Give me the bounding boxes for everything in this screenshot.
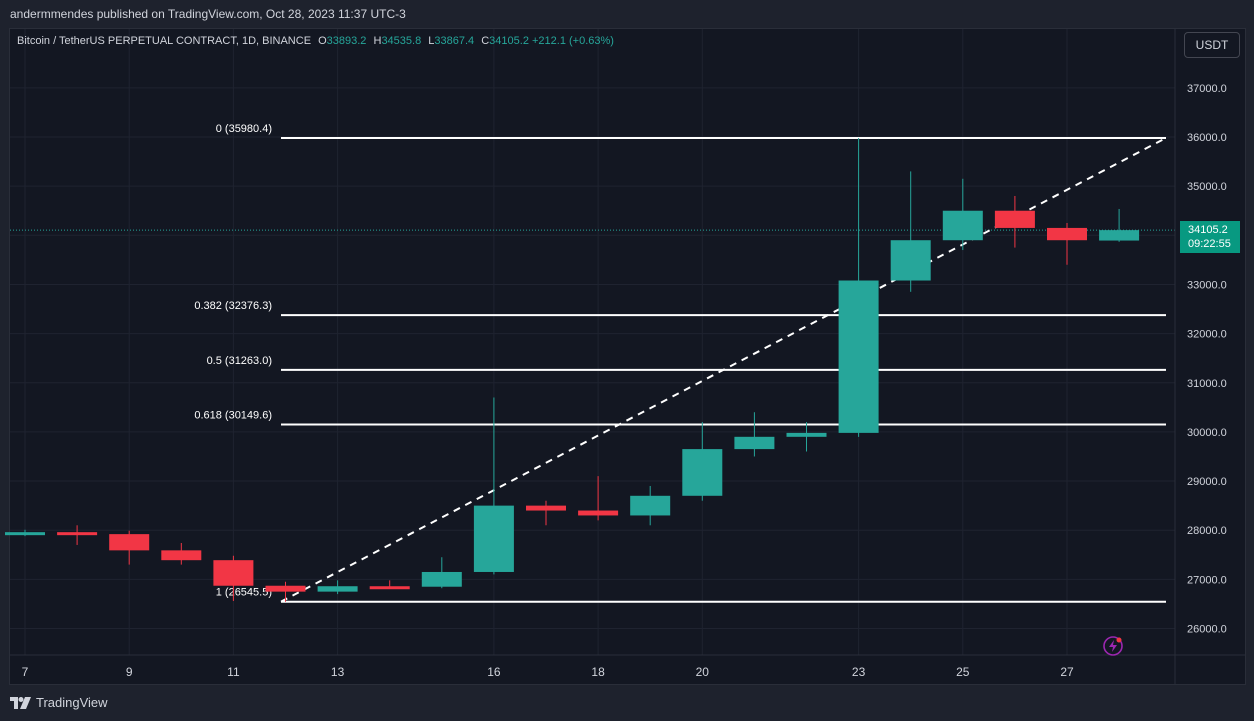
fib-level-label: 0.382 (32376.3) bbox=[194, 300, 272, 312]
x-tick-label: 25 bbox=[956, 665, 970, 679]
candle bbox=[890, 171, 931, 292]
grid-lines bbox=[10, 29, 1175, 655]
candle bbox=[786, 422, 827, 452]
x-tick-label: 9 bbox=[126, 665, 133, 679]
fib-level-label: 0 (35980.4) bbox=[216, 123, 272, 135]
candle bbox=[161, 542, 202, 565]
x-tick-label: 13 bbox=[331, 665, 345, 679]
symbol-info-line[interactable]: Bitcoin / TetherUS PERPETUAL CONTRACT, 1… bbox=[17, 35, 614, 47]
candle bbox=[5, 529, 45, 537]
fib-level-label: 1 (26545.5) bbox=[216, 587, 272, 599]
low-value: 33867.4 bbox=[434, 35, 475, 47]
candle-body bbox=[265, 585, 306, 592]
lightning-alert-icon[interactable] bbox=[1102, 635, 1124, 657]
candle bbox=[265, 581, 306, 602]
close-label: C bbox=[481, 35, 490, 47]
x-tick-label: 20 bbox=[696, 665, 710, 679]
candle-body bbox=[578, 510, 619, 516]
low-label: L bbox=[428, 35, 435, 47]
fib-retracement: 0 (35980.4) 0.382 (32376.3) 0.5 (31263.0) 0… bbox=[194, 123, 1166, 603]
candle-body bbox=[1099, 230, 1140, 241]
candle bbox=[213, 555, 254, 601]
candle-body bbox=[1047, 227, 1087, 241]
candle bbox=[994, 195, 1035, 248]
candle bbox=[1099, 208, 1140, 242]
candle bbox=[734, 412, 775, 457]
last-price-value: 34105.2 bbox=[1188, 224, 1228, 236]
last-price-tag: 34105.2 09:22:55 bbox=[1180, 221, 1240, 253]
open-label: O bbox=[318, 35, 327, 47]
y-tick-label: 27000.0 bbox=[1187, 574, 1227, 586]
y-tick-label: 29000.0 bbox=[1187, 476, 1227, 488]
y-tick-label: 30000.0 bbox=[1187, 427, 1227, 439]
candle bbox=[838, 137, 879, 437]
currency-button[interactable]: USDT bbox=[1184, 32, 1240, 58]
high-label: H bbox=[373, 35, 382, 47]
candle bbox=[942, 178, 983, 251]
candle-body bbox=[890, 240, 931, 281]
y-tick-label: 28000.0 bbox=[1187, 525, 1227, 537]
tradingview-logo-icon bbox=[10, 696, 31, 709]
fib-level-label: 0.5 (31263.0) bbox=[207, 355, 272, 367]
x-tick-label: 11 bbox=[227, 665, 240, 679]
symbol-name[interactable]: Bitcoin / TetherUS PERPETUAL CONTRACT, 1… bbox=[17, 35, 312, 47]
y-tick-label: 36000.0 bbox=[1187, 132, 1227, 144]
candle-countdown: 09:22:55 bbox=[1188, 238, 1231, 250]
candle-body bbox=[630, 495, 671, 516]
publisher-line: andermmendes published on TradingView.co… bbox=[10, 7, 406, 21]
candle bbox=[369, 580, 410, 590]
fib-level-label: 0.618 (30149.6) bbox=[194, 410, 272, 422]
candle bbox=[1047, 223, 1087, 265]
candle bbox=[630, 485, 671, 526]
y-tick-label: 37000.0 bbox=[1187, 83, 1227, 95]
candle-body bbox=[5, 532, 45, 536]
candle-body bbox=[526, 505, 566, 511]
y-tick-label: 33000.0 bbox=[1187, 279, 1227, 291]
candle bbox=[109, 530, 150, 565]
candle bbox=[578, 476, 619, 521]
axes: 26000.0 27000.0 28000.0 29000.0 30000.0 31000… bbox=[10, 29, 1245, 685]
x-tick-label: 16 bbox=[487, 665, 501, 679]
candle-body bbox=[109, 534, 150, 551]
y-tick-label: 31000.0 bbox=[1187, 378, 1227, 390]
change-value: +212.1 (+0.63%) bbox=[532, 35, 614, 47]
y-tick-label: 26000.0 bbox=[1187, 624, 1227, 636]
x-tick-label: 23 bbox=[852, 665, 866, 679]
tradingview-brand[interactable]: TradingView bbox=[10, 695, 108, 710]
high-value: 34535.8 bbox=[381, 35, 422, 47]
candle-body bbox=[682, 449, 723, 496]
x-tick-label: 18 bbox=[591, 665, 605, 679]
candle-body bbox=[317, 586, 358, 592]
candle bbox=[682, 422, 723, 501]
candles bbox=[5, 137, 1140, 602]
open-value: 33893.2 bbox=[326, 35, 367, 47]
candle bbox=[526, 500, 566, 526]
x-tick-label: 27 bbox=[1060, 665, 1074, 679]
candle-body bbox=[473, 505, 514, 572]
candle bbox=[473, 397, 514, 575]
candle-body bbox=[161, 550, 202, 561]
x-tick-label: 7 bbox=[22, 665, 29, 679]
brand-name: TradingView bbox=[36, 695, 108, 710]
candle-body bbox=[786, 432, 827, 437]
candle-body bbox=[57, 532, 98, 536]
candle bbox=[57, 525, 98, 545]
y-tick-label: 32000.0 bbox=[1187, 329, 1227, 341]
candle bbox=[317, 580, 358, 595]
candle bbox=[421, 557, 462, 589]
y-tick-label: 35000.0 bbox=[1187, 181, 1227, 193]
candle-body bbox=[734, 436, 775, 450]
close-value: 34105.2 bbox=[489, 35, 529, 47]
candle-body bbox=[369, 586, 410, 590]
candle-body bbox=[421, 571, 462, 587]
candle-body bbox=[838, 280, 879, 433]
candle-body bbox=[994, 210, 1035, 228]
candle-body bbox=[213, 560, 254, 586]
candle-body bbox=[942, 210, 983, 241]
